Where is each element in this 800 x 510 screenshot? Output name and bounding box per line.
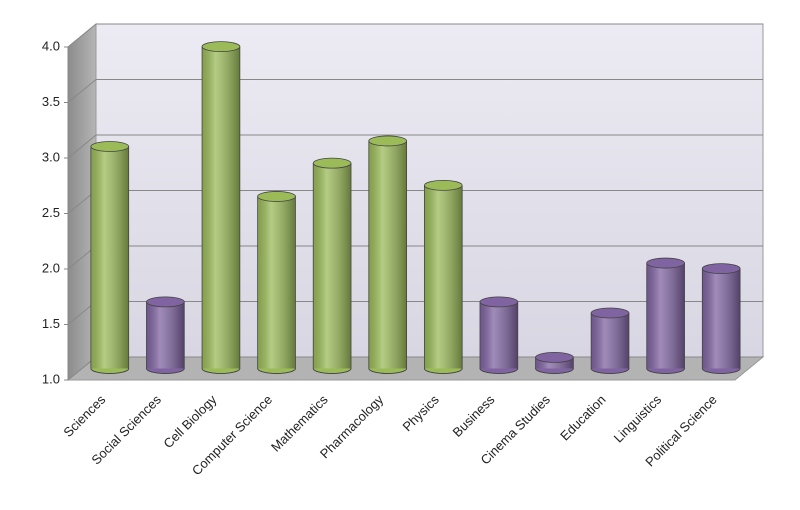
x-tick-label: Education	[557, 392, 608, 443]
bar-top	[479, 296, 519, 308]
bar	[201, 41, 241, 374]
y-tick-label: 3.5	[42, 94, 60, 109]
grid-line-side	[67, 23, 97, 48]
bar-top	[590, 307, 630, 319]
bar-outline	[590, 313, 630, 374]
bar	[368, 135, 408, 374]
grid-line-side	[67, 134, 97, 159]
bar-top	[257, 191, 296, 202]
bar-shade	[702, 268, 741, 369]
y-tick-label: 1.0	[42, 371, 60, 386]
bar-shade	[535, 357, 574, 369]
bar	[146, 296, 185, 374]
bar-outline	[257, 196, 296, 374]
bar-top	[701, 263, 741, 275]
bar-shade	[313, 163, 352, 369]
bar	[535, 351, 574, 374]
bar	[479, 296, 519, 374]
x-tick-label: Physics	[400, 392, 443, 435]
y-tick-label: 3.0	[42, 149, 60, 164]
bar-outline	[368, 140, 408, 374]
grid-line-side	[67, 79, 97, 103]
bar-outline	[312, 163, 352, 374]
y-tick-label: 1.5	[42, 316, 60, 331]
bar-top	[535, 351, 574, 363]
bar-shade	[146, 301, 185, 369]
bar	[646, 257, 685, 374]
bar	[590, 307, 630, 374]
x-tick-label: Business	[450, 392, 498, 440]
bar-outline	[479, 301, 519, 374]
x-tick-label: Sciences	[60, 392, 108, 440]
bar	[312, 157, 352, 374]
bar-outline	[701, 268, 741, 374]
bar-outline	[535, 357, 574, 374]
y-tick-label: 2.5	[42, 205, 60, 220]
bar-outline	[423, 185, 463, 374]
bar-outline	[201, 46, 241, 374]
y-tick-label: 4.0	[42, 38, 60, 53]
bar-top	[368, 135, 408, 147]
bar-shade	[424, 185, 463, 369]
bar-top	[201, 41, 241, 52]
bar-shade	[591, 313, 629, 369]
bar-top	[312, 157, 352, 169]
bar-shade	[202, 46, 240, 369]
bar-top	[646, 257, 685, 269]
bar	[701, 263, 741, 374]
bar-top	[146, 296, 185, 308]
bar-shade	[257, 196, 296, 369]
bar-outline	[90, 146, 130, 374]
bar	[423, 179, 463, 374]
bar	[257, 191, 296, 374]
bar-top	[90, 141, 130, 152]
bar-outline	[146, 301, 185, 374]
bar-shade	[479, 301, 518, 369]
y-tick-label: 2.0	[42, 260, 60, 275]
x-tick-label: Linguistics	[611, 392, 665, 446]
x-tick-label: Cell Biology	[160, 392, 219, 451]
bar-shade	[368, 140, 407, 369]
bar	[90, 141, 130, 374]
bar-outline	[646, 263, 685, 374]
bar-top	[423, 179, 463, 191]
bar-shade	[90, 146, 129, 369]
bar-shade	[646, 263, 685, 369]
